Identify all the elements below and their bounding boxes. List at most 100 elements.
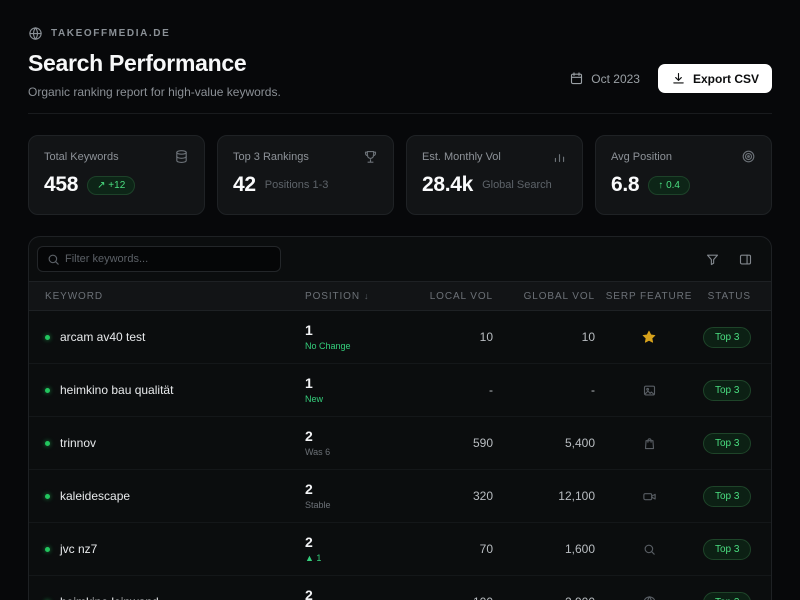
site-row: TAKEOFFMEDIA.DE <box>28 26 281 41</box>
filter-icon[interactable] <box>705 252 720 267</box>
table-header-row: KEYWORD POSITION ↓ LOCAL VOL GLOBAL VOL SERP … <box>29 281 771 311</box>
trophy-icon <box>363 149 378 164</box>
rank-dot-icon <box>45 440 50 446</box>
stat-trend-badge: ↑ 0.4 <box>648 175 690 195</box>
local-vol-cell: - <box>489 383 493 397</box>
app-header: TAKEOFFMEDIA.DE Search Performance Organ… <box>28 26 772 99</box>
period-label: Oct 2023 <box>591 71 640 86</box>
stat-card: Est. Monthly Vol 28.4k Global Search <box>406 135 583 215</box>
position-cell: 2 <box>305 533 313 550</box>
header-left: TAKEOFFMEDIA.DE Search Performance Organ… <box>28 26 281 99</box>
period-selector[interactable]: Oct 2023 <box>569 71 640 86</box>
stats-row: Total Keywords 458 ↗ +12 Top 3 Rankings … <box>28 135 772 215</box>
global-vol-cell: 2,900 <box>493 595 595 600</box>
table-toolbar <box>29 237 771 281</box>
export-csv-button[interactable]: Export CSV <box>657 64 772 93</box>
stat-label: Total Keywords <box>44 150 119 163</box>
position-change: New <box>305 394 324 405</box>
globe-icon <box>642 595 657 600</box>
target-icon <box>741 149 756 164</box>
toolbar-icons <box>705 252 753 267</box>
table-row[interactable]: kaleidescape 2 Stable 320 12,100 Top 3 <box>29 470 771 523</box>
video-icon <box>642 489 657 504</box>
keywords-table-card: KEYWORD POSITION↓ LOCAL VOL GLOBAL VOL SERP … <box>28 236 772 600</box>
rank-dot-icon <box>45 546 50 552</box>
bag-icon <box>642 436 657 451</box>
column-header-keyword[interactable]: KEYWORD <box>45 290 103 302</box>
position-cell: 2 <box>305 480 313 497</box>
bar-chart-icon <box>552 149 567 164</box>
page-title: Search Performance <box>28 50 247 76</box>
stat-sub-label: Positions 1-3 <box>264 179 329 191</box>
table-row[interactable]: jvc nz7 2 ▲ 1 70 1,600 Top 3 <box>29 523 771 576</box>
columns-icon[interactable] <box>738 252 753 267</box>
star-icon <box>641 329 657 345</box>
header-right: Oct 2023 Export CSV <box>569 64 772 99</box>
site-name: TAKEOFFMEDIA.DE <box>51 28 171 39</box>
column-header-local-vol[interactable]: LOCAL VOL <box>429 290 493 302</box>
column-header-position[interactable]: POSITION ↓ <box>305 290 370 302</box>
position-change: Stable <box>305 500 331 511</box>
local-vol-cell: 590 <box>472 436 493 450</box>
calendar-icon <box>569 71 584 86</box>
search-icon <box>46 252 61 267</box>
column-header-global-vol[interactable]: GLOBAL VOL <box>523 290 595 302</box>
page-subtitle: Organic ranking report for high-value ke… <box>28 85 281 99</box>
stat-label: Top 3 Rankings <box>233 150 309 163</box>
keyword-cell: arcam av40 test <box>60 330 146 344</box>
stat-value: 458 <box>44 173 79 196</box>
position-cell: 2 <box>305 586 313 600</box>
stat-value: 42 <box>233 173 256 196</box>
local-vol-cell: 10 <box>479 330 493 344</box>
database-icon <box>174 149 189 164</box>
table-row[interactable]: trinnov 2 Was 6 590 5,400 Top 3 <box>29 417 771 470</box>
stat-card: Avg Position 6.8 ↑ 0.4 <box>595 135 772 215</box>
globe-icon <box>28 26 43 41</box>
column-header-serp-feature[interactable]: SERP FEATURE <box>605 290 693 302</box>
table-row[interactable]: heimkino bau qualität 1 New - - Top 3 <box>29 364 771 417</box>
table-body: arcam av40 test 1 No Change 10 10 Top 3 … <box>29 311 771 600</box>
global-vol-cell: 5,400 <box>564 436 595 450</box>
keyword-cell: heimkino bau qualität <box>60 383 174 397</box>
rank-dot-icon <box>45 387 50 393</box>
stat-label: Est. Monthly Vol <box>422 150 501 163</box>
status-badge: Top 3 <box>703 432 752 454</box>
global-vol-cell: - <box>591 383 595 397</box>
position-cell: 1 <box>305 321 313 338</box>
search-wrap <box>37 246 281 272</box>
status-badge: Top 3 <box>703 326 752 348</box>
local-vol-cell: 70 <box>479 542 493 556</box>
search-icon <box>642 542 657 557</box>
keyword-cell: heimkino leinwand <box>60 595 159 600</box>
column-header-status[interactable]: STATUS <box>707 290 751 302</box>
global-vol-cell: 12,100 <box>558 489 595 503</box>
position-cell: 1 <box>305 374 313 391</box>
table-row[interactable]: heimkino leinwand 2 Stable 100 2,900 Top… <box>29 576 771 600</box>
status-badge: Top 3 <box>703 538 752 560</box>
stat-label: Avg Position <box>611 150 672 163</box>
keyword-cell: jvc nz7 <box>60 542 98 556</box>
table-row[interactable]: arcam av40 test 1 No Change 10 10 Top 3 <box>29 311 771 364</box>
keyword-cell: trinnov <box>60 436 97 450</box>
status-badge: Top 3 <box>703 379 752 401</box>
stat-card: Top 3 Rankings 42 Positions 1-3 <box>217 135 394 215</box>
stat-value: 28.4k <box>422 173 474 196</box>
download-icon <box>671 71 686 86</box>
image-icon <box>642 383 657 398</box>
stat-value: 6.8 <box>611 173 640 196</box>
filter-keywords-input[interactable] <box>37 246 281 272</box>
position-change: ▲ 1 <box>305 553 322 564</box>
status-badge: Top 3 <box>703 485 752 507</box>
rank-dot-icon <box>45 334 50 340</box>
header-divider <box>28 113 772 114</box>
status-badge: Top 3 <box>703 591 752 600</box>
export-csv-label: Export CSV <box>692 71 759 86</box>
keyword-cell: kaleidescape <box>60 489 131 503</box>
stat-card: Total Keywords 458 ↗ +12 <box>28 135 205 215</box>
position-cell: 2 <box>305 427 313 444</box>
rank-dot-icon <box>45 493 50 499</box>
stat-sub-label: Global Search <box>482 179 552 191</box>
position-change: Was 6 <box>305 447 331 458</box>
position-change: No Change <box>305 341 351 352</box>
